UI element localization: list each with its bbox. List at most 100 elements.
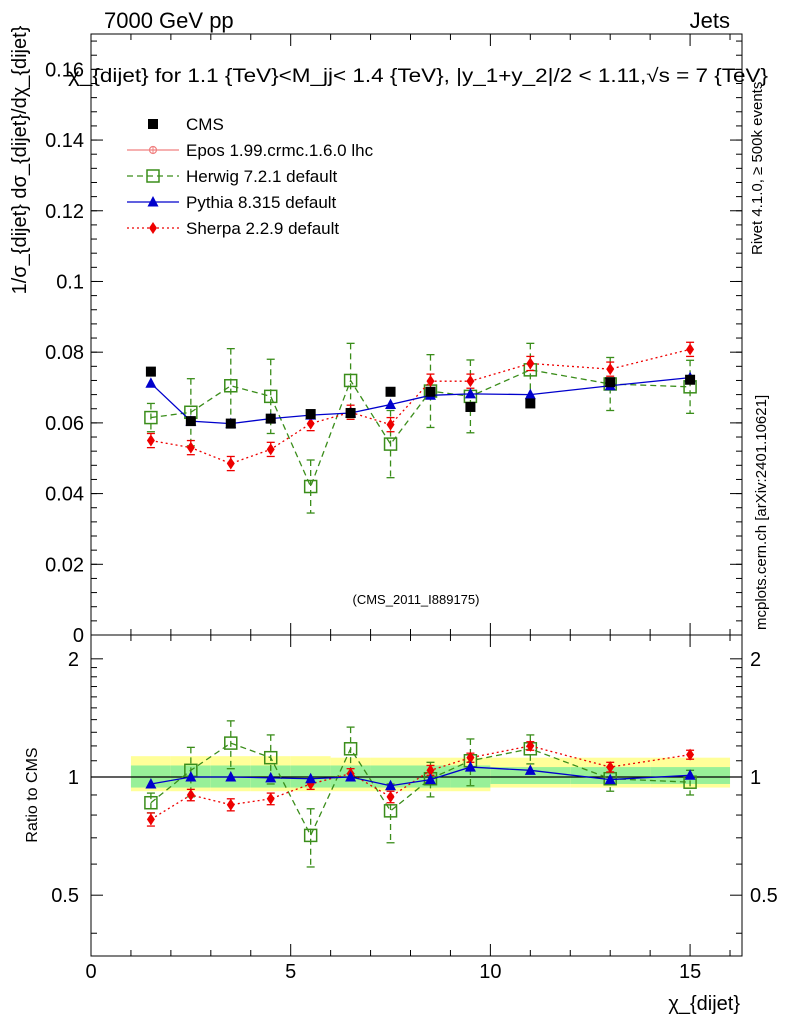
legend-marker	[146, 169, 160, 183]
data-point	[226, 798, 235, 811]
data-point	[426, 764, 435, 777]
y-tick-label: 0.04	[45, 484, 84, 506]
data-point	[146, 434, 155, 447]
ratio-y-tick-label-right: 2	[750, 649, 761, 671]
data-point	[145, 366, 156, 377]
data-point	[144, 795, 158, 810]
data-point	[186, 788, 195, 801]
data-point	[606, 761, 615, 774]
data-point	[524, 764, 536, 775]
data-point	[225, 418, 236, 429]
ratio-axes: 0.5 0.5 1 1 2 2 0 5 10 15	[51, 635, 778, 983]
series-pythia	[145, 761, 696, 791]
data-point	[303, 828, 318, 843]
legend-label: Pythia 8.315 default	[186, 193, 337, 212]
data-point	[466, 751, 475, 764]
data-point	[343, 742, 358, 756]
data-point	[386, 418, 395, 431]
x-tick-label: 5	[285, 961, 296, 983]
series-line	[150, 348, 691, 465]
y-tick-label: 0.12	[45, 201, 84, 223]
data-point	[526, 739, 535, 752]
data-point	[606, 363, 615, 376]
data-point	[224, 379, 238, 393]
header-right: Jets	[690, 8, 730, 33]
data-point	[686, 343, 695, 356]
data-point	[305, 772, 317, 784]
xlabel: χ_{dijet}	[668, 993, 740, 1015]
data-point	[425, 386, 436, 397]
data-point	[145, 377, 157, 388]
data-point	[464, 761, 476, 772]
data-point	[266, 443, 275, 456]
y-tick-label: 0.02	[45, 554, 84, 576]
header-left: 7000 GeV pp	[104, 8, 234, 33]
data-point	[524, 388, 536, 400]
series-cms	[145, 366, 696, 429]
data-point	[343, 373, 358, 388]
y-tick-label: 0.16	[45, 59, 84, 81]
ratio-y-tick-label: 1	[68, 767, 79, 789]
x-tick-label: 10	[479, 961, 501, 983]
data-point	[224, 736, 238, 750]
legend-marker	[147, 196, 159, 207]
ratio-y-tick-label-right: 0.5	[750, 885, 778, 907]
data-point	[465, 401, 476, 412]
series-line	[150, 766, 691, 787]
x-tick-label: 0	[85, 961, 96, 983]
data-point	[226, 457, 235, 470]
ratio-y-tick-label: 2	[68, 649, 79, 671]
data-point	[685, 374, 696, 385]
legend-marker	[149, 222, 157, 234]
series-line	[150, 376, 691, 425]
ratio-series-layer	[144, 720, 697, 868]
data-point	[305, 409, 316, 420]
data-point	[525, 398, 536, 409]
data-point	[265, 771, 277, 783]
y-tick-label: 0.14	[45, 130, 84, 152]
data-point	[426, 375, 435, 388]
data-point	[265, 413, 276, 424]
data-point	[464, 387, 476, 399]
data-point	[306, 417, 315, 430]
data-point	[385, 779, 397, 791]
plot-title: χ_{dijet} for 1.1 {TeV}<M_jj< 1.4 {TeV},…	[68, 66, 768, 87]
x-tick-label: 15	[679, 961, 701, 983]
data-point	[186, 441, 195, 454]
data-point	[263, 389, 278, 404]
data-point	[145, 777, 157, 789]
legend-label: Herwig 7.2.1 default	[186, 167, 337, 186]
data-point	[185, 771, 197, 782]
side-label-top: Rivet 4.1.0, ≥ 500k events	[749, 82, 766, 255]
main-series-layer	[144, 341, 697, 514]
data-point	[526, 357, 535, 370]
side-label-bottom: mcplots.cern.ch [arXiv:2401.10621]	[753, 395, 770, 630]
series-sherpa	[146, 341, 695, 472]
ratio-frame	[90, 634, 743, 957]
series-herwig	[144, 720, 697, 868]
legend: CMS Epos 1.99.crmc.1.6.0 lhc Herwig 7.2.1 …	[127, 115, 374, 238]
data-point	[605, 377, 616, 388]
data-point	[383, 437, 398, 451]
data-point	[303, 479, 318, 494]
data-point	[383, 804, 398, 818]
data-point	[345, 771, 357, 782]
data-point	[686, 748, 695, 761]
legend-marker	[148, 119, 158, 129]
legend-label: Sherpa 2.2.9 default	[186, 219, 339, 238]
ratio-y-tick-label: 0.5	[51, 885, 79, 907]
data-point	[266, 792, 275, 805]
data-point	[385, 398, 397, 409]
legend-label: Epos 1.99.crmc.1.6.0 lhc	[186, 141, 374, 160]
watermark: (CMS_2011_I889175)	[353, 592, 480, 607]
data-point	[225, 771, 237, 782]
data-point	[424, 773, 436, 785]
data-point	[684, 769, 696, 780]
y-tick-label: 0	[73, 625, 84, 647]
y-tick-label: 0.06	[45, 413, 84, 435]
data-point	[144, 410, 158, 425]
main-ylabel: 1/σ_{dijet} dσ_{dijet}/dχ_{dijet}	[9, 25, 31, 294]
data-point	[385, 386, 396, 397]
main-axes: 0 0.02 0.04 0.06 0.08 0.1 0.12 0.14 0.16	[45, 34, 742, 647]
